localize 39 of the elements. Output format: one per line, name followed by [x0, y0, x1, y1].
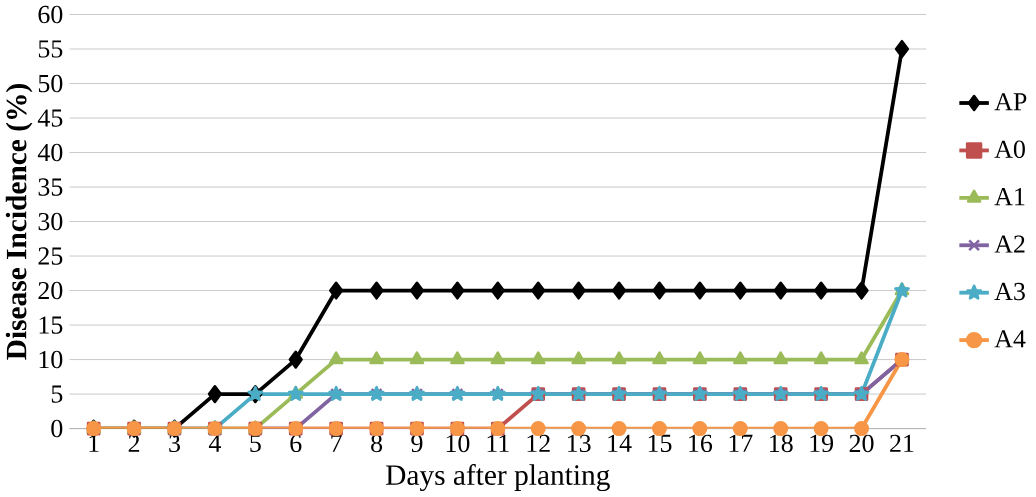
y-tick-label: 40 [37, 143, 63, 162]
y-tick-label: 35 [38, 178, 63, 196]
legend-label: A1 [994, 188, 1025, 206]
x-tick-label: 4 [208, 434, 221, 452]
legend-label: A4 [994, 330, 1026, 348]
x-tick-label: 20 [849, 434, 874, 453]
x-tick-label: 18 [770, 434, 793, 453]
x-tick-label: 19 [810, 434, 834, 453]
y-axis-title: Disease Incidence (%) [5, 84, 33, 360]
x-tick-label: 15 [648, 434, 672, 453]
x-axis-title: Days after planting [386, 464, 610, 492]
y-tick-label: 5 [51, 385, 63, 403]
x-tick-label: 8 [371, 434, 383, 453]
x-tick-label: 10 [446, 434, 470, 453]
x-tick-label: 12 [527, 434, 550, 452]
x-tick-label: 16 [689, 434, 713, 453]
x-tick-label: 13 [567, 434, 591, 453]
y-tick-label: 45 [37, 109, 63, 127]
x-tick-label: 7 [331, 434, 342, 452]
y-tick-label: 50 [38, 74, 63, 93]
x-tick-label: 21 [890, 434, 914, 452]
x-tick-label: 11 [487, 434, 509, 452]
x-tick-label: 6 [290, 434, 302, 453]
legend-label: A3 [994, 282, 1025, 301]
y-tick-label: 20 [38, 281, 63, 300]
y-tick-label: 25 [38, 247, 63, 265]
legend-label: A2 [994, 235, 1025, 253]
legend-label: AP [994, 93, 1027, 111]
y-tick-label: 30 [38, 212, 63, 231]
y-tick-label: 60 [38, 5, 63, 24]
x-tick-label: 5 [250, 434, 261, 452]
y-tick-label: 55 [38, 40, 63, 58]
y-tick-label: 0 [51, 419, 63, 438]
y-tick-label: 15 [39, 316, 63, 334]
legend-label: A0 [994, 140, 1025, 159]
x-tick-label: 9 [411, 434, 423, 453]
y-tick-label: 10 [39, 350, 63, 369]
x-tick-label: 17 [729, 434, 753, 452]
x-tick-label: 14 [608, 434, 632, 452]
